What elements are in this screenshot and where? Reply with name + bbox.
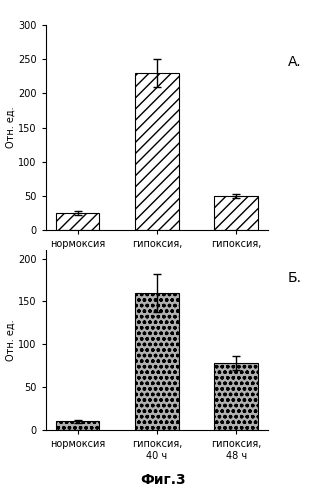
Text: Б.: Б. xyxy=(288,270,302,284)
Bar xyxy=(215,363,258,430)
Bar xyxy=(135,293,179,430)
Bar xyxy=(215,196,258,230)
Y-axis label: Отн. ед.: Отн. ед. xyxy=(5,106,15,148)
Y-axis label: Отн. ед.: Отн. ед. xyxy=(6,319,15,361)
Bar xyxy=(56,213,99,230)
Text: A.: A. xyxy=(288,56,301,70)
Bar xyxy=(135,73,179,230)
Text: Фиг.3: Фиг.3 xyxy=(141,474,186,488)
Bar xyxy=(56,422,99,430)
